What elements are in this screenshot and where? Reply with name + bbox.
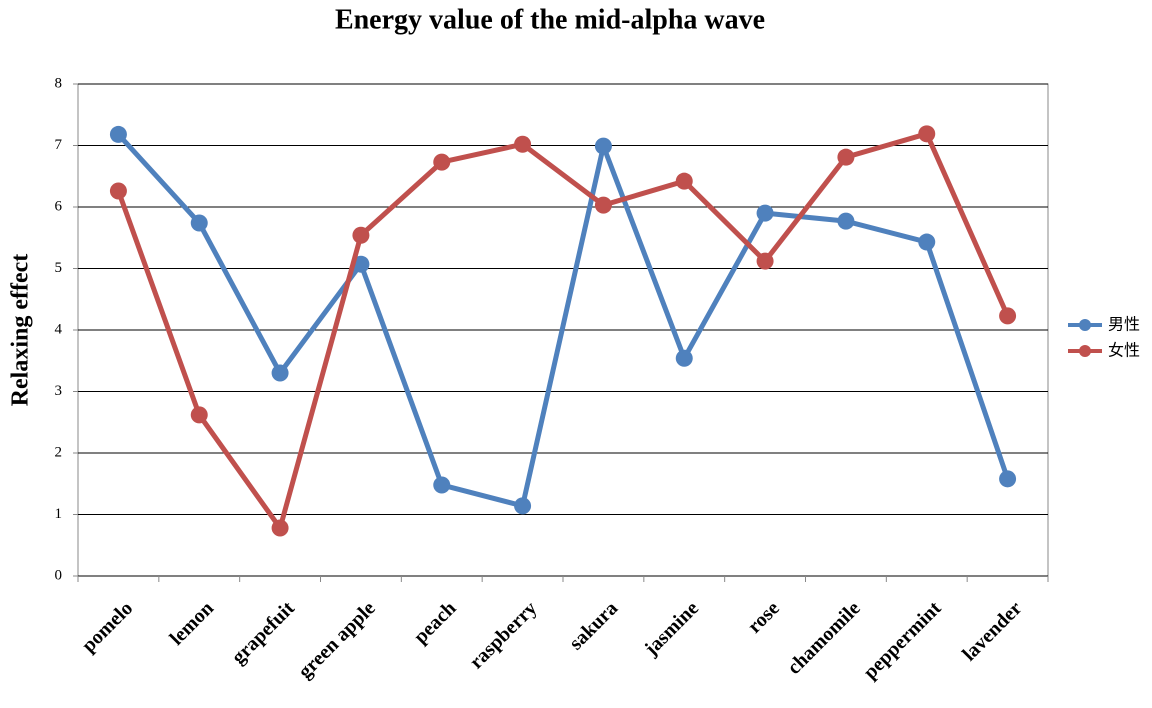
data-point — [594, 137, 612, 155]
legend-label: 女性 — [1108, 341, 1140, 360]
data-point — [271, 364, 289, 382]
data-point — [918, 125, 936, 143]
data-point — [837, 148, 855, 166]
data-point — [999, 470, 1017, 488]
y-tick-label: 1 — [55, 506, 63, 522]
series-line — [116, 131, 1010, 531]
y-tick-label: 6 — [55, 198, 63, 214]
data-point — [675, 349, 693, 367]
data-point — [271, 519, 289, 537]
data-point — [675, 172, 693, 190]
y-axis-label: Relaxing effect — [8, 254, 34, 407]
data-point — [756, 252, 774, 270]
legend-label: 男性 — [1108, 315, 1140, 334]
data-point — [837, 212, 855, 230]
data-point — [190, 406, 208, 424]
data-point — [594, 196, 612, 214]
data-point — [999, 307, 1017, 325]
y-tick-label: 8 — [55, 75, 63, 91]
data-point — [918, 233, 936, 251]
data-point — [352, 226, 370, 244]
y-tick-label: 7 — [55, 137, 63, 153]
y-tick-label: 4 — [55, 321, 63, 337]
data-point — [109, 125, 127, 143]
y-tick-label: 5 — [55, 260, 63, 276]
chart-title: Energy value of the mid-alpha wave — [335, 4, 765, 35]
data-point — [109, 182, 127, 200]
y-tick-label: 3 — [55, 383, 63, 399]
data-point — [514, 497, 532, 515]
series-line — [116, 132, 1010, 509]
data-point — [190, 214, 208, 232]
data-point — [514, 135, 532, 153]
y-tick-label: 0 — [55, 567, 63, 583]
y-tick-label: 2 — [55, 444, 63, 460]
data-point — [433, 476, 451, 494]
data-point — [756, 204, 774, 222]
data-point — [433, 153, 451, 171]
legend-marker — [1079, 319, 1091, 331]
legend-marker — [1079, 345, 1091, 357]
